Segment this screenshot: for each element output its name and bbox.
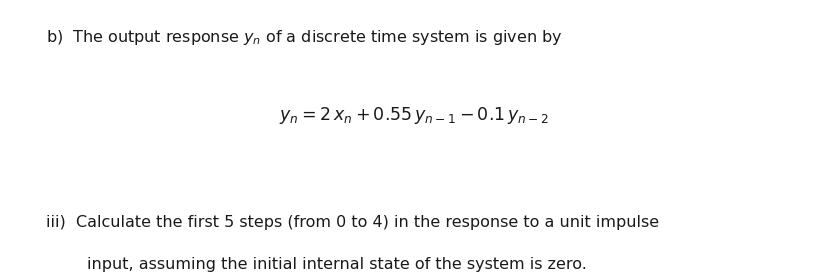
Text: iii)  Calculate the first 5 steps (from 0 to 4) in the response to a unit impuls: iii) Calculate the first 5 steps (from 0…	[45, 215, 657, 230]
Text: $y_n = 2\,x_n + 0.55\,y_{n-1} - 0.1\,y_{n-2}$: $y_n = 2\,x_n + 0.55\,y_{n-1} - 0.1\,y_{…	[279, 105, 548, 126]
Text: input, assuming the initial internal state of the system is zero.: input, assuming the initial internal sta…	[45, 257, 586, 272]
Text: b)  The output response $y_n$ of a discrete time system is given by: b) The output response $y_n$ of a discre…	[45, 28, 562, 47]
